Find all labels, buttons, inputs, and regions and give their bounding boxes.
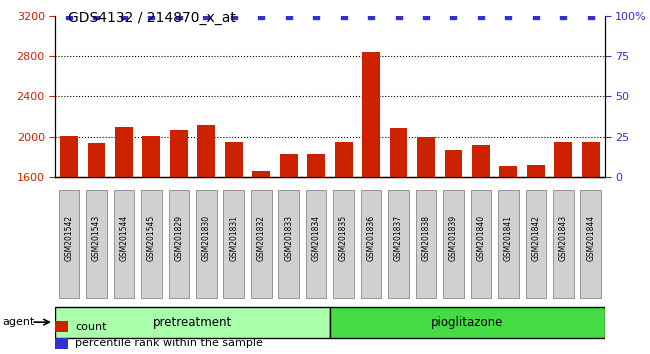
FancyBboxPatch shape xyxy=(224,190,244,298)
Text: GSM201829: GSM201829 xyxy=(174,215,183,261)
Point xyxy=(283,13,294,19)
Text: GSM201841: GSM201841 xyxy=(504,215,513,261)
FancyBboxPatch shape xyxy=(141,190,162,298)
Bar xyxy=(472,145,490,177)
Text: GSM201833: GSM201833 xyxy=(284,215,293,261)
Bar xyxy=(88,143,105,177)
Bar xyxy=(142,136,161,177)
Point xyxy=(229,13,239,19)
Text: agent: agent xyxy=(2,317,34,327)
FancyBboxPatch shape xyxy=(416,190,436,298)
FancyBboxPatch shape xyxy=(553,190,573,298)
Point xyxy=(503,13,514,19)
Bar xyxy=(198,125,215,177)
Bar xyxy=(554,142,572,177)
Text: GSM201843: GSM201843 xyxy=(559,215,568,261)
Point xyxy=(366,13,376,19)
FancyBboxPatch shape xyxy=(388,190,409,298)
Point xyxy=(530,13,541,19)
Text: GSM201837: GSM201837 xyxy=(394,215,403,261)
Bar xyxy=(55,338,68,349)
FancyBboxPatch shape xyxy=(58,190,79,298)
FancyBboxPatch shape xyxy=(333,190,354,298)
FancyBboxPatch shape xyxy=(526,190,546,298)
Point xyxy=(64,13,74,19)
Text: percentile rank within the sample: percentile rank within the sample xyxy=(75,338,263,348)
Text: GSM201840: GSM201840 xyxy=(476,215,486,261)
FancyBboxPatch shape xyxy=(251,190,272,298)
Bar xyxy=(445,150,462,177)
Bar xyxy=(499,166,517,177)
Bar xyxy=(225,142,242,177)
Bar xyxy=(389,128,408,177)
Bar xyxy=(55,321,68,332)
Text: GSM201544: GSM201544 xyxy=(120,215,129,261)
FancyBboxPatch shape xyxy=(168,190,189,298)
FancyBboxPatch shape xyxy=(196,190,216,298)
Text: GSM201844: GSM201844 xyxy=(586,215,595,261)
Point xyxy=(119,13,129,19)
Bar xyxy=(170,130,188,177)
FancyBboxPatch shape xyxy=(498,190,519,298)
Point xyxy=(174,13,184,19)
Text: GSM201838: GSM201838 xyxy=(421,215,430,261)
Text: count: count xyxy=(75,321,107,332)
FancyBboxPatch shape xyxy=(443,190,463,298)
Point xyxy=(91,13,101,19)
Text: GSM201834: GSM201834 xyxy=(311,215,320,261)
Text: GSM201836: GSM201836 xyxy=(367,215,376,261)
Point xyxy=(586,13,596,19)
Text: GSM201831: GSM201831 xyxy=(229,215,239,261)
Point xyxy=(311,13,321,19)
Point xyxy=(201,13,211,19)
Bar xyxy=(60,136,78,177)
FancyBboxPatch shape xyxy=(471,190,491,298)
Text: GSM201545: GSM201545 xyxy=(147,215,156,261)
Text: GSM201830: GSM201830 xyxy=(202,215,211,261)
Point xyxy=(146,13,157,19)
Bar xyxy=(115,127,133,177)
Bar xyxy=(307,154,325,177)
Point xyxy=(339,13,349,19)
FancyBboxPatch shape xyxy=(55,307,330,338)
Point xyxy=(558,13,569,19)
Bar xyxy=(335,142,352,177)
Bar xyxy=(252,171,270,177)
Text: GSM201543: GSM201543 xyxy=(92,215,101,261)
Point xyxy=(476,13,486,19)
FancyBboxPatch shape xyxy=(278,190,299,298)
Text: GSM201839: GSM201839 xyxy=(449,215,458,261)
FancyBboxPatch shape xyxy=(306,190,326,298)
Bar xyxy=(280,154,298,177)
Text: GDS4132 / 214870_x_at: GDS4132 / 214870_x_at xyxy=(68,11,236,25)
FancyBboxPatch shape xyxy=(330,307,604,338)
Bar xyxy=(417,137,435,177)
Text: GSM201832: GSM201832 xyxy=(257,215,266,261)
Point xyxy=(448,13,459,19)
FancyBboxPatch shape xyxy=(580,190,601,298)
Bar xyxy=(582,142,600,177)
Text: GSM201842: GSM201842 xyxy=(531,215,540,261)
Text: pioglitazone: pioglitazone xyxy=(431,316,503,329)
FancyBboxPatch shape xyxy=(114,190,134,298)
Text: GSM201542: GSM201542 xyxy=(64,215,73,261)
FancyBboxPatch shape xyxy=(361,190,382,298)
Bar xyxy=(362,52,380,177)
Text: GSM201835: GSM201835 xyxy=(339,215,348,261)
Text: pretreatment: pretreatment xyxy=(153,316,232,329)
Point xyxy=(393,13,404,19)
Bar xyxy=(527,165,545,177)
Point xyxy=(256,13,266,19)
Point xyxy=(421,13,431,19)
FancyBboxPatch shape xyxy=(86,190,107,298)
